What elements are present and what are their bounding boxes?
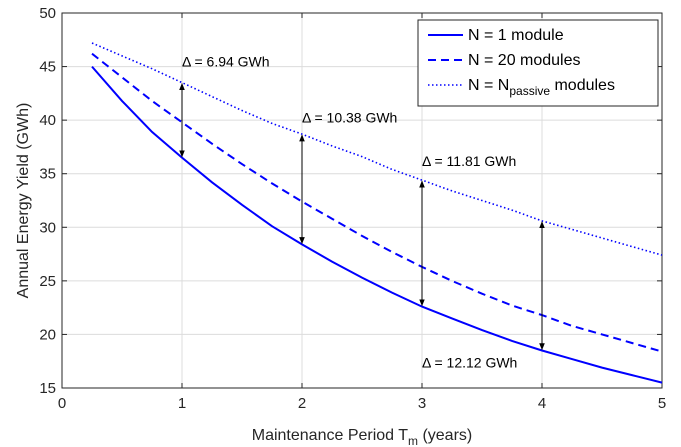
series-line-2: [91, 52, 663, 353]
y-tick-label: 40: [39, 112, 56, 129]
x-tick-label: 2: [298, 395, 306, 412]
delta-annotation-3: Δ = 11.81 GWh: [422, 153, 516, 169]
x-axis-label-main: Maintenance Period T: [252, 427, 408, 444]
y-tick-label: 50: [39, 5, 56, 22]
x-tick-label: 1: [178, 395, 186, 412]
y-tick-label: 35: [39, 166, 56, 183]
series-line-3: [91, 42, 663, 256]
legend-label-main: N = N: [468, 77, 509, 94]
legend-label-1: N = 1 module: [468, 27, 564, 44]
legend-label-suffix: modules: [550, 77, 615, 94]
x-axis-label: Maintenance Period Tm (years): [252, 427, 472, 447]
series-line-1: [91, 65, 663, 384]
y-tick-label: 45: [39, 59, 56, 76]
x-tick-label: 4: [538, 395, 546, 412]
legend-label-sub: passive: [509, 84, 550, 98]
y-tick-label: 30: [39, 219, 56, 236]
y-axis-label: Annual Energy Yield (GWh): [15, 103, 32, 299]
legend-label-3: N = Npassive modules: [468, 77, 615, 98]
y-tick-label: 25: [39, 273, 56, 290]
x-tick-label: 5: [658, 395, 666, 412]
delta-arrows: [179, 82, 545, 351]
delta-annotation-2: Δ = 10.38 GWh: [302, 109, 397, 125]
y-tick-label: 15: [39, 380, 56, 397]
x-axis-label-sub: m: [408, 434, 418, 447]
annotations: Δ = 6.94 GWh Δ = 10.38 GWh Δ = 11.81 GWh Δ …: [182, 54, 517, 371]
x-tick-label: 3: [418, 395, 426, 412]
x-tick-label: 0: [58, 395, 66, 412]
legend-label-2: N = 20 modules: [468, 52, 581, 69]
legend: N = 1 module N = 20 modules N = Npassive m…: [417, 19, 659, 107]
delta-annotation-1: Δ = 6.94 GWh: [182, 54, 270, 70]
series-lines: [91, 42, 663, 384]
x-axis-label-suffix: (years): [418, 427, 472, 444]
delta-annotation-4: Δ = 12.12 GWh: [422, 355, 517, 371]
y-tick-label: 20: [39, 326, 56, 343]
plot-frame: [61, 12, 663, 389]
